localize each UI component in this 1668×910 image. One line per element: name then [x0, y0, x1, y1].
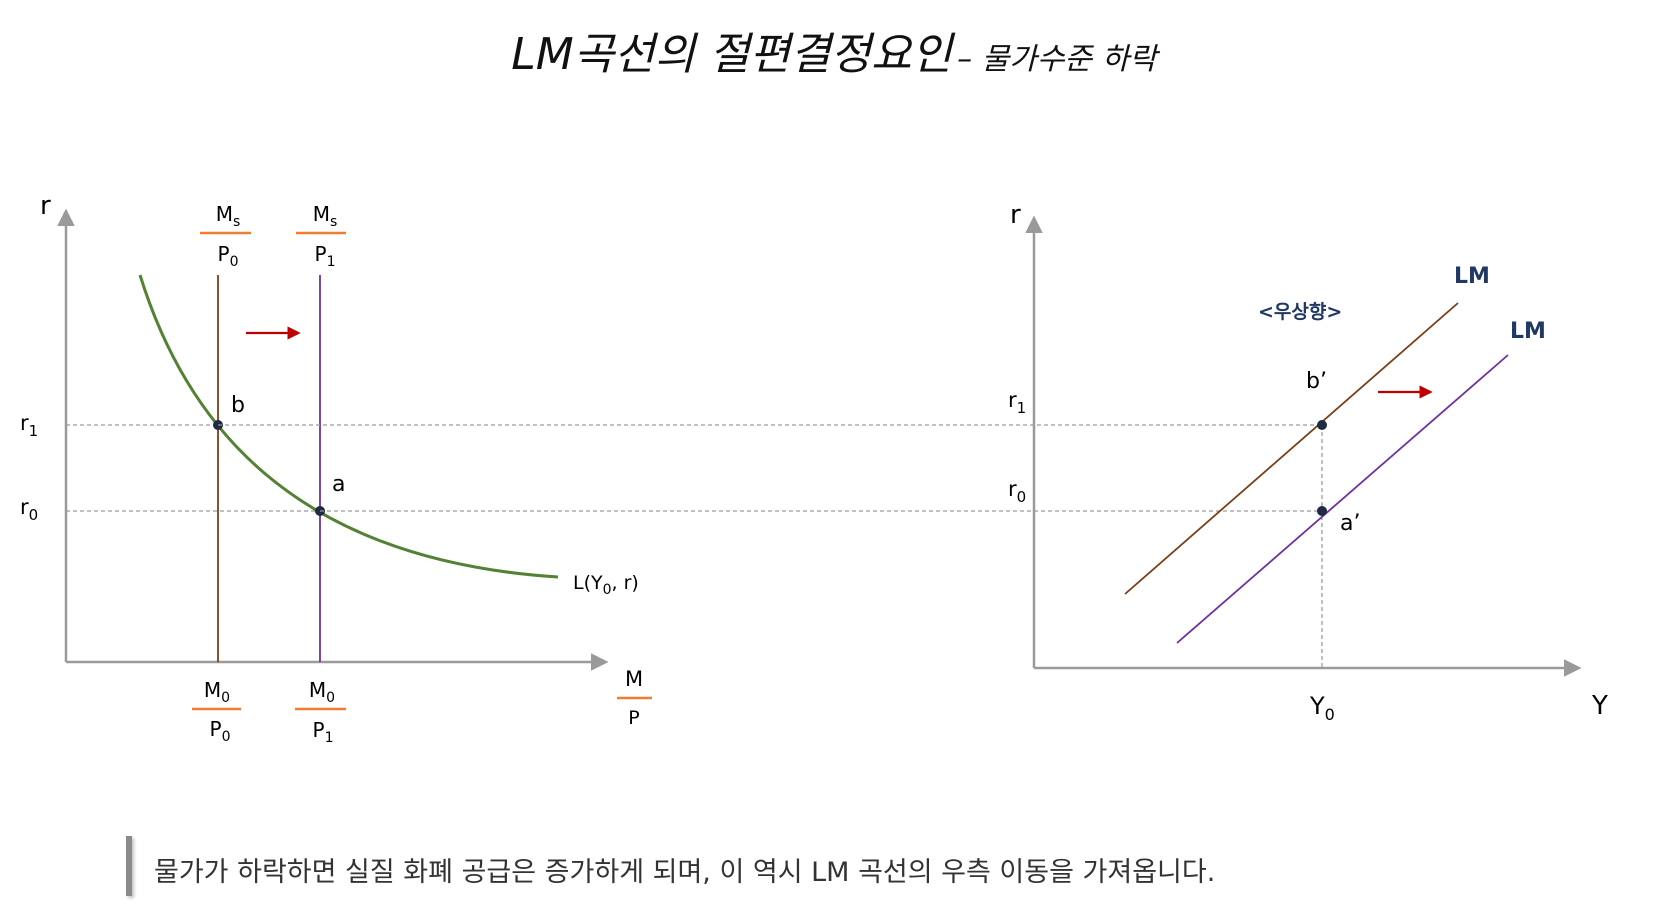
right-y-axis-label: r: [1010, 200, 1021, 230]
upward-slope-label: <우상향>: [1258, 301, 1342, 323]
y0-label: Y0: [1309, 692, 1335, 724]
lm-curve-shifted: [1176, 354, 1509, 644]
caption-box: 물가가 하락하면 실질 화폐 공급은 증가하게 되며, 이 역시 LM 곡선의 …: [126, 836, 1576, 896]
caption-text: 물가가 하락하면 실질 화폐 공급은 증가하게 되며, 이 역시 LM 곡선의 …: [154, 857, 1216, 888]
svg-text:P0: P0: [210, 717, 231, 745]
left-x-axis-numerator: M: [625, 667, 643, 691]
left-x-axis-denominator: P: [628, 707, 639, 729]
title-subtitle: – 물가수준 하락: [957, 42, 1157, 77]
diagram-canvas: r M P r1 r0 L(Y0, r) b a Ms P0: [20, 191, 1608, 746]
lm-curve-panel: r Y r1 r0 Y0 LM LM <우상향> b’ a’: [1008, 200, 1608, 724]
svg-text:P1: P1: [315, 242, 336, 270]
money-demand-label: L(Y0, r): [573, 572, 639, 598]
point-b-prime-marker: [1317, 420, 1327, 430]
slide-title: LM곡선의 절편결정요인 – 물가수준 하락: [0, 18, 1668, 82]
right-x-axis-label: Y: [1591, 691, 1608, 721]
money-market-panel: r M P r1 r0 L(Y0, r) b a Ms P0: [20, 191, 652, 746]
svg-text:M0: M0: [204, 678, 230, 706]
svg-text:P1: P1: [313, 718, 334, 746]
lm-curve-original: [1124, 302, 1459, 595]
point-a-prime-label: a’: [1340, 511, 1360, 536]
supply-fraction-bottom-p0: M0 P0: [192, 678, 241, 745]
svg-text:Ms: Ms: [216, 202, 241, 230]
point-a-label: a: [332, 472, 345, 497]
supply-fraction-bottom-p1: M0 P1: [295, 678, 346, 746]
right-r1-label: r1: [1008, 388, 1026, 417]
right-r0-label: r0: [1008, 477, 1026, 506]
left-r0-label: r0: [20, 495, 38, 524]
lm-label-shifted: LM: [1510, 319, 1546, 344]
svg-text:P0: P0: [218, 242, 239, 270]
point-a-prime-marker: [1317, 506, 1327, 516]
lm-label-original: LM: [1454, 264, 1490, 289]
left-r1-label: r1: [20, 411, 38, 440]
left-y-axis-label: r: [40, 191, 51, 221]
caption-accent-bar: [126, 836, 132, 896]
money-demand-curve: [138, 274, 559, 579]
svg-text:Ms: Ms: [313, 202, 338, 230]
svg-text:M0: M0: [309, 678, 335, 706]
point-b-label: b: [231, 393, 245, 418]
left-x-axis-label: M P: [617, 667, 652, 729]
title-main: LM곡선의 절편결정요인: [511, 29, 952, 80]
supply-fraction-top-p0: Ms P0: [200, 202, 251, 270]
point-b-prime-label: b’: [1306, 369, 1327, 394]
supply-fraction-top-p1: Ms P1: [296, 202, 346, 270]
